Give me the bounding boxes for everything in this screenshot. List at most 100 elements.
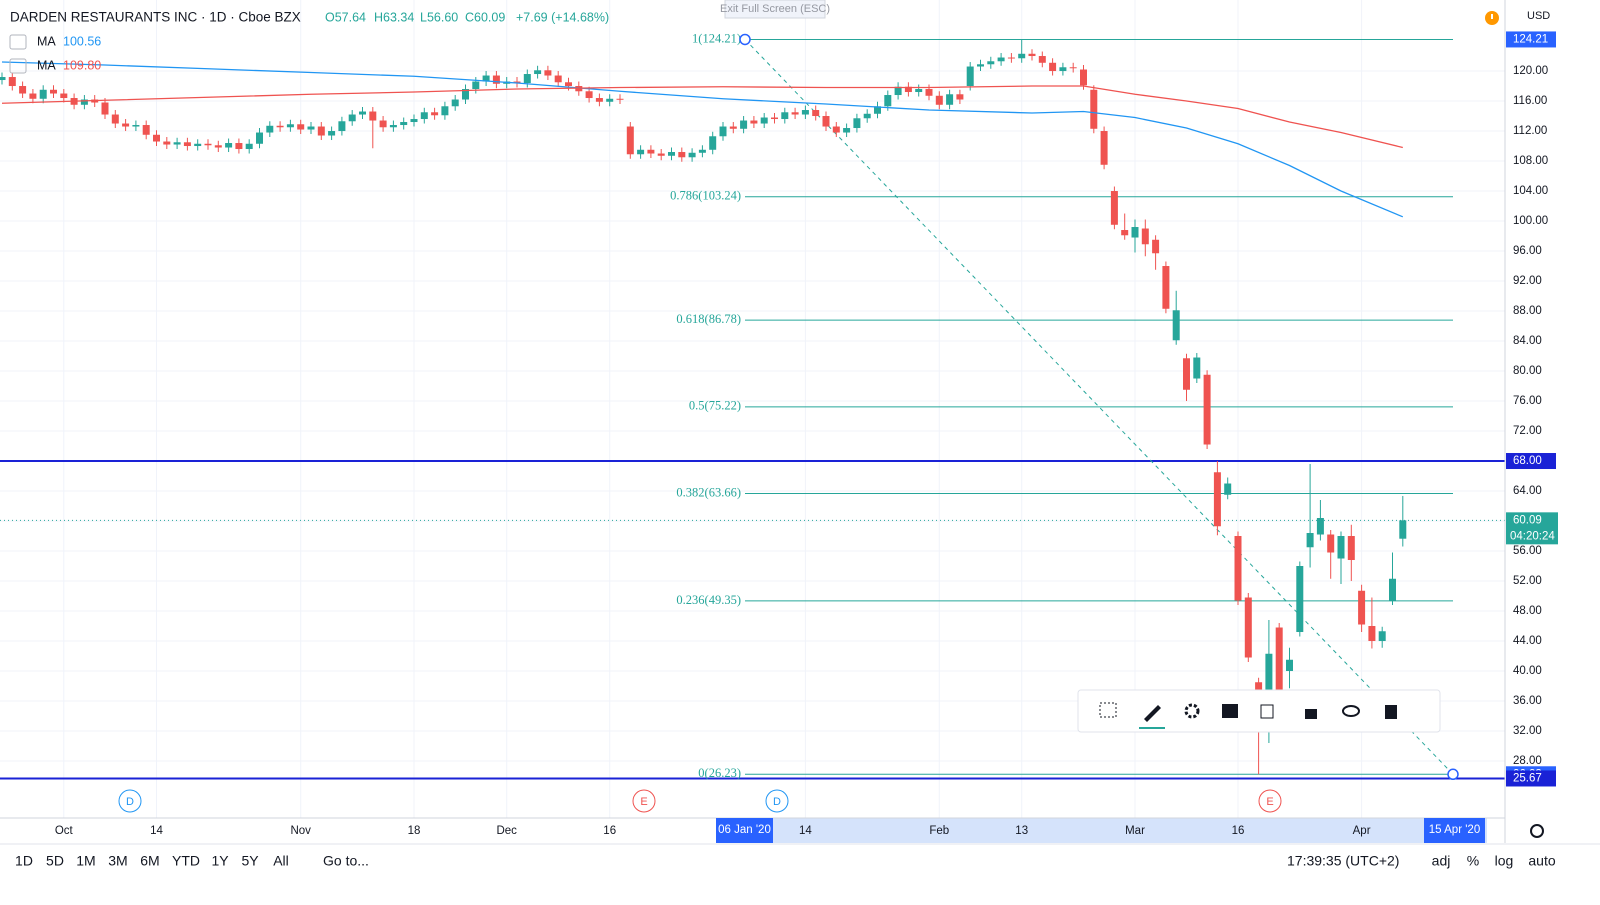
candle-body bbox=[1244, 597, 1252, 658]
candle-body bbox=[60, 93, 68, 99]
x-tick-label: Oct bbox=[55, 825, 74, 837]
legend-icon[interactable] bbox=[9, 34, 27, 50]
crosshair-date: 15 Apr '20 bbox=[1429, 824, 1480, 836]
trendline-handle[interactable] bbox=[1447, 768, 1459, 781]
range-button[interactable]: 3M bbox=[108, 853, 127, 869]
candle-body bbox=[925, 89, 933, 96]
fib-trendline bbox=[744, 39, 1454, 775]
scale-option[interactable]: adj bbox=[1432, 853, 1451, 869]
candle-body bbox=[812, 110, 820, 117]
candle-body bbox=[163, 141, 171, 145]
y-tick-label: 112.00 bbox=[1513, 125, 1547, 137]
y-tick-label: 64.00 bbox=[1513, 485, 1542, 497]
exit-fullscreen-label: Exit Full Screen (ESC) bbox=[720, 3, 830, 15]
delete-tool[interactable] bbox=[1385, 705, 1397, 719]
event-label: E bbox=[640, 796, 647, 808]
range-button[interactable]: YTD bbox=[172, 853, 200, 869]
settings-tool[interactable] bbox=[1184, 703, 1200, 719]
candle-body bbox=[307, 126, 315, 130]
exit-fullscreen-button[interactable] bbox=[724, 0, 826, 19]
legend-change: +7.69 (+14.68%) bbox=[516, 10, 609, 24]
y-tick-label: 76.00 bbox=[1513, 395, 1542, 407]
clone-tool[interactable] bbox=[1260, 704, 1274, 719]
scale-option[interactable]: % bbox=[1467, 853, 1479, 869]
candle-body bbox=[19, 86, 27, 94]
fib-level-label: 0.786(103.24) bbox=[670, 189, 741, 203]
price-badge bbox=[1506, 453, 1556, 470]
candle-body bbox=[997, 57, 1005, 62]
scale-option[interactable]: auto bbox=[1528, 853, 1555, 869]
candle-body bbox=[225, 143, 233, 148]
candle-body bbox=[389, 125, 397, 128]
fib-level-label: 0.618(86.78) bbox=[676, 312, 741, 326]
currency-label: USD bbox=[1527, 10, 1550, 22]
candle-body bbox=[832, 126, 840, 133]
candle-body bbox=[379, 120, 387, 128]
range-button[interactable]: 5D bbox=[46, 853, 64, 869]
crosshair-date-box bbox=[716, 818, 773, 843]
fib-level-label: 0.236(49.35) bbox=[676, 593, 741, 607]
x-tick-label: Mar bbox=[1125, 825, 1145, 837]
candle-body bbox=[286, 124, 294, 128]
y-tick-label: 44.00 bbox=[1513, 635, 1542, 647]
candle-body bbox=[328, 131, 336, 136]
candle-body bbox=[801, 110, 809, 115]
event-marker[interactable] bbox=[632, 789, 656, 813]
candle-body bbox=[1358, 590, 1366, 625]
legend-close: C60.09 bbox=[465, 10, 505, 24]
candle-body bbox=[1100, 131, 1108, 165]
event-marker[interactable] bbox=[1258, 789, 1282, 813]
scale-option[interactable]: log bbox=[1495, 853, 1514, 869]
price-badge bbox=[1506, 770, 1556, 787]
candle-body bbox=[153, 134, 160, 142]
layers-tool[interactable] bbox=[1222, 704, 1238, 718]
candle-body bbox=[348, 114, 356, 122]
candle-body bbox=[410, 119, 418, 123]
pen-tool[interactable] bbox=[1144, 705, 1161, 722]
candle-body bbox=[771, 117, 778, 120]
lock-tool[interactable] bbox=[1305, 709, 1317, 719]
visibility-tool[interactable] bbox=[1342, 705, 1360, 717]
candle-body bbox=[668, 152, 675, 156]
candle-body bbox=[451, 99, 459, 107]
candle-body bbox=[472, 81, 480, 90]
x-tick-label: 13 bbox=[1015, 825, 1028, 837]
candle-body bbox=[1162, 266, 1170, 309]
candle-body bbox=[884, 95, 892, 107]
candle-body bbox=[750, 120, 758, 124]
select-tool[interactable] bbox=[1099, 702, 1117, 718]
y-tick-label: 92.00 bbox=[1513, 275, 1542, 287]
legend-icon[interactable] bbox=[9, 58, 27, 74]
candle-body bbox=[50, 89, 57, 94]
candle-body bbox=[1090, 89, 1098, 129]
candle-body bbox=[1080, 69, 1087, 86]
range-button[interactable]: 6M bbox=[140, 853, 159, 869]
range-button[interactable]: All bbox=[273, 853, 289, 869]
range-button[interactable]: 1Y bbox=[211, 853, 229, 869]
candle-body bbox=[1007, 57, 1015, 59]
candle-body bbox=[791, 112, 799, 115]
event-marker[interactable] bbox=[118, 789, 142, 813]
y-tick-label: 36.00 bbox=[1513, 695, 1542, 707]
candle-body bbox=[1275, 627, 1283, 690]
candle-body bbox=[297, 124, 305, 130]
event-label: D bbox=[773, 796, 781, 808]
candle-body bbox=[1141, 228, 1149, 245]
x-tick-label: 14 bbox=[150, 825, 163, 837]
trendline-handle[interactable] bbox=[739, 33, 751, 46]
candle-body bbox=[1347, 536, 1355, 561]
settings-gear[interactable] bbox=[1530, 824, 1544, 838]
candle-body bbox=[1203, 374, 1211, 445]
event-marker[interactable] bbox=[765, 789, 789, 813]
candle-body bbox=[1121, 230, 1129, 236]
goto-button[interactable]: Go to... bbox=[323, 853, 369, 869]
range-button[interactable]: 1D bbox=[15, 853, 33, 869]
range-button[interactable]: 1M bbox=[76, 853, 95, 869]
range-button[interactable]: 5Y bbox=[241, 853, 259, 869]
candle-body bbox=[441, 106, 449, 116]
y-tick-label: 80.00 bbox=[1513, 365, 1542, 377]
candle-body bbox=[1306, 533, 1314, 548]
candle-body bbox=[534, 70, 542, 75]
